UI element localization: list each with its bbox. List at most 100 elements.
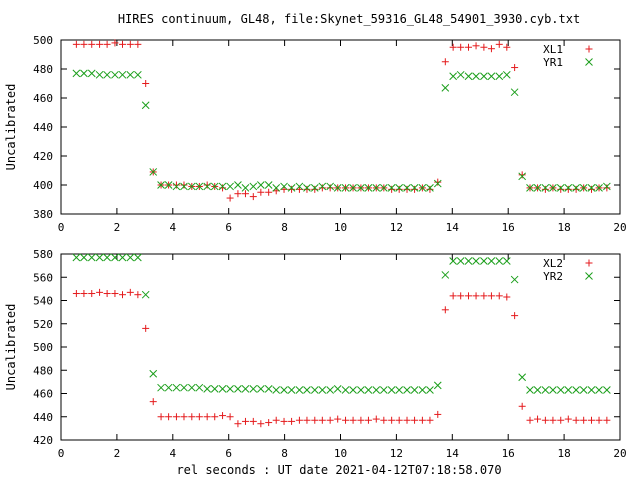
data-point (364, 386, 373, 394)
chart-panel-bottom: 420 440 460 480 500 520 540 560 580 0 2 4 6 8 10 12 14 16… (4, 248, 627, 460)
data-point (456, 70, 465, 79)
data-point (372, 415, 380, 423)
data-point (572, 185, 580, 193)
data-point (188, 413, 196, 421)
data-point (287, 184, 296, 192)
data-point (272, 386, 281, 394)
data-point (456, 257, 465, 265)
data-point (410, 184, 419, 192)
data-point (379, 184, 388, 192)
data-point (587, 184, 596, 192)
y-tick-label: 540 (33, 295, 53, 308)
x-tick-label: 20 (613, 221, 626, 234)
series-YR2 (72, 253, 611, 394)
data-point (72, 290, 80, 298)
data-point (449, 72, 457, 81)
data-point (234, 420, 242, 428)
data-point (502, 70, 511, 79)
data-point (502, 257, 511, 265)
data-point (303, 184, 311, 192)
data-point (265, 188, 273, 196)
legend-label: XL1 (543, 43, 563, 56)
data-point (310, 386, 319, 394)
series-XL1 (72, 39, 611, 202)
y-tick-label: 440 (33, 411, 53, 424)
data-point (234, 181, 242, 189)
data-point (503, 293, 511, 301)
data-point (134, 40, 142, 48)
y-tick-label: 460 (33, 92, 53, 105)
x-tick-label: 14 (446, 447, 460, 460)
data-point (149, 369, 158, 378)
data-point (203, 384, 212, 393)
y-axis-label: Uncalibrated (4, 304, 18, 391)
data-point (303, 386, 311, 394)
data-point (134, 70, 142, 79)
data-point (118, 70, 127, 79)
data-point (111, 253, 119, 262)
data-point (495, 72, 504, 81)
x-tick-label: 16 (502, 447, 515, 460)
data-point (541, 416, 549, 424)
x-tick-label: 16 (502, 221, 515, 234)
data-point (349, 184, 357, 192)
data-point (480, 72, 488, 81)
legend-marker (585, 272, 593, 280)
data-point (342, 416, 350, 424)
data-point (533, 184, 542, 192)
legend-label: YR1 (543, 56, 563, 69)
data-point (572, 416, 580, 424)
data-point (395, 386, 404, 394)
data-point (157, 413, 165, 421)
data-point (433, 179, 442, 188)
data-point (118, 291, 126, 299)
data-point (357, 184, 365, 192)
data-point (318, 416, 326, 424)
data-point (210, 182, 219, 191)
data-point (549, 386, 557, 394)
data-point (280, 182, 288, 191)
data-point (226, 413, 234, 421)
x-tick-label: 18 (557, 221, 570, 234)
data-point (249, 182, 258, 191)
x-tick-label: 20 (613, 447, 626, 460)
x-tick-label: 18 (557, 447, 570, 460)
data-point (303, 416, 311, 424)
chart-panel-top: 380 400 420 440 460 480 500 0 2 4 6 8 10 12 14 16 18 20 Un… (4, 34, 627, 234)
data-point (541, 386, 550, 394)
data-point (195, 182, 204, 191)
data-point (341, 386, 350, 394)
data-point (541, 185, 549, 193)
data-point (211, 413, 219, 421)
data-point (295, 416, 303, 424)
data-point (88, 290, 96, 298)
data-point (142, 80, 150, 87)
data-point (241, 417, 249, 425)
data-point (111, 290, 119, 298)
data-point (257, 420, 265, 428)
data-point (564, 386, 573, 394)
data-point (487, 72, 496, 81)
data-point (434, 178, 442, 186)
data-point (311, 416, 319, 424)
data-point (96, 40, 104, 48)
data-point (411, 416, 419, 424)
data-point (187, 383, 196, 392)
data-point (580, 416, 588, 424)
data-point (80, 290, 88, 298)
data-point (310, 184, 319, 192)
data-point (364, 184, 373, 192)
data-point (295, 386, 304, 394)
x-axis-label: rel seconds : UT date 2021-04-12T07:18:5… (176, 463, 501, 477)
data-point (249, 417, 257, 425)
x-tick-label: 6 (225, 221, 232, 234)
data-point (303, 185, 311, 193)
data-point (426, 386, 434, 394)
data-point (295, 182, 304, 191)
data-point (587, 185, 595, 193)
data-point (388, 185, 396, 193)
data-point (579, 386, 588, 394)
y-tick-label: 560 (33, 271, 53, 284)
data-point (487, 45, 495, 53)
